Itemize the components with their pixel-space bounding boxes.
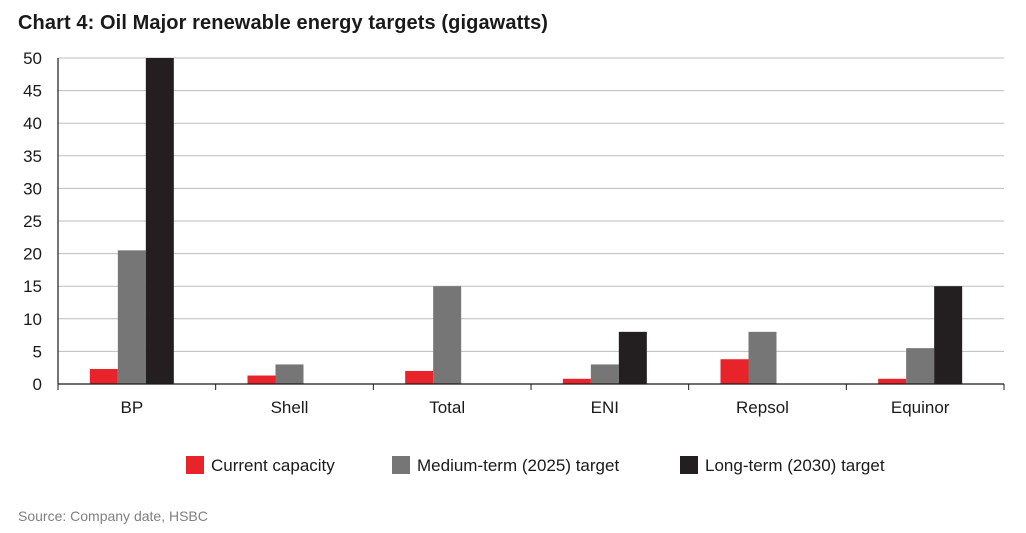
y-tick-label: 45 <box>23 82 42 101</box>
legend-label: Long-term (2030) target <box>705 456 885 475</box>
x-category-label: Shell <box>271 398 309 417</box>
x-category-label: BP <box>120 398 143 417</box>
legend-swatch <box>392 456 410 474</box>
bars <box>89 58 963 384</box>
legend-swatch <box>680 456 698 474</box>
x-category-label: Repsol <box>736 398 789 417</box>
bar-equinor-series-1 <box>878 378 907 384</box>
source-note: Source: Company date, HSBC <box>18 508 208 524</box>
x-axis-categories: BP Shell Total ENI Repsol Equinor <box>120 398 949 417</box>
bar-shell-series-1 <box>247 375 276 384</box>
bar-equinor-series-3 <box>934 286 963 384</box>
y-tick-label: 50 <box>23 49 42 68</box>
y-tick-label: 40 <box>23 114 42 133</box>
bar-shell-series-2 <box>275 364 304 384</box>
y-tick-label: 10 <box>23 310 42 329</box>
y-tick-label: 30 <box>23 179 42 198</box>
x-category-label: Total <box>429 398 465 417</box>
legend: Current capacity Medium-term (2025) targe… <box>186 456 885 475</box>
bar-bp-series-3 <box>145 58 174 384</box>
x-category-label: ENI <box>591 398 619 417</box>
legend-label: Current capacity <box>211 456 335 475</box>
y-tick-label: 0 <box>33 375 42 394</box>
y-tick-label: 15 <box>23 277 42 296</box>
bar-bp-series-2 <box>117 250 146 384</box>
bar-eni-series-1 <box>562 378 591 384</box>
x-category-label: Equinor <box>891 398 950 417</box>
legend-swatch <box>186 456 204 474</box>
bar-total-series-1 <box>405 370 434 384</box>
y-tick-label: 5 <box>33 342 42 361</box>
bar-bp-series-1 <box>89 369 118 384</box>
bar-equinor-series-2 <box>906 348 935 384</box>
legend-label: Medium-term (2025) target <box>417 456 619 475</box>
bar-total-series-2 <box>433 286 462 384</box>
bar-eni-series-2 <box>590 364 619 384</box>
y-tick-label: 20 <box>23 245 42 264</box>
y-tick-label: 25 <box>23 212 42 231</box>
bar-eni-series-3 <box>618 331 647 384</box>
chart-title: Chart 4: Oil Major renewable energy targ… <box>18 12 549 34</box>
axes <box>57 58 1005 390</box>
bar-repsol-series-1 <box>720 359 749 384</box>
bar-repsol-series-2 <box>748 331 777 384</box>
gridlines <box>58 57 1004 352</box>
y-tick-label: 35 <box>23 147 42 166</box>
y-axis-ticks: 0 5 10 15 20 25 30 35 40 45 50 <box>23 49 42 394</box>
